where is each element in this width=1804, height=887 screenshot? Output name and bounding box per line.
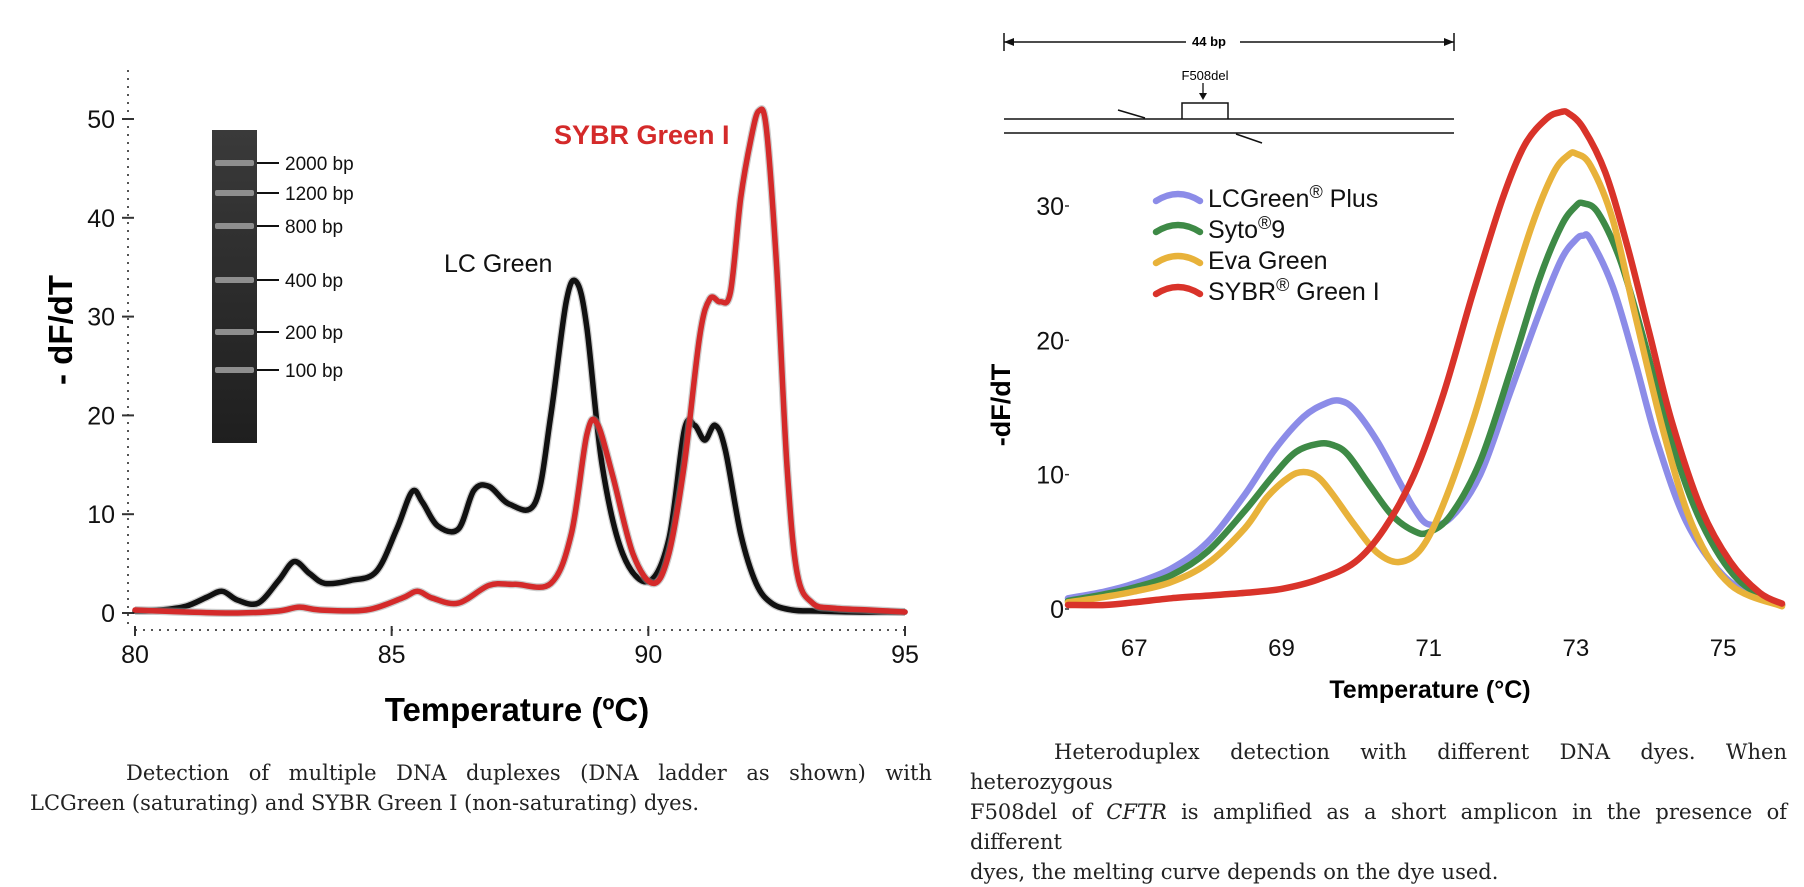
gel-band-label: 400 bp — [285, 271, 343, 292]
annotation-sybr-green: SYBR Green I — [554, 120, 730, 150]
right-y-axis-label: -dF/dT — [986, 363, 1016, 446]
right-y-tick-label: 30 — [1036, 193, 1064, 221]
left-y-tick-label: 0 — [101, 600, 115, 628]
mutation-label: F508del — [1182, 68, 1229, 83]
primer-reverse — [1235, 133, 1263, 144]
left-y-tick-label: 30 — [87, 304, 115, 332]
right-ticks: 67 69 71 73 75 0 10 20 30 — [1036, 193, 1736, 662]
right-caption-text-1: Heteroduplex detection with different DN… — [970, 740, 1787, 794]
left-axes — [127, 70, 905, 631]
gel-band — [215, 367, 254, 373]
series-sybr-green-line — [1064, 108, 1786, 609]
figure-canvas: 80 85 90 95 0 10 20 30 40 50 2000 bp 1200 bp 800 bp… — [42, 33, 1786, 728]
arrow-left-head — [1004, 38, 1014, 46]
left-x-tick-label: 95 — [891, 641, 919, 669]
gel-band-label: 800 bp — [285, 217, 343, 238]
left-x-tick-label: 90 — [634, 641, 662, 669]
left-y-tick-label: 40 — [87, 205, 115, 233]
left-figure-caption: Detection of multiple DNA duplexes (DNA … — [30, 758, 932, 818]
right-caption-gene-name: CFTR — [1106, 800, 1167, 824]
left-melting-curve-chart: 80 85 90 95 0 10 20 30 40 50 2000 bp 1200 bp 800 bp… — [42, 70, 919, 728]
gel-band — [215, 223, 254, 229]
right-y-tick-label: 20 — [1036, 327, 1064, 355]
gel-band — [215, 277, 254, 283]
right-x-tick-label: 69 — [1268, 635, 1295, 662]
legend-swatch — [1152, 283, 1204, 298]
arrow-right-head — [1444, 38, 1454, 46]
left-y-tick-label: 20 — [87, 402, 115, 430]
left-x-axis-label: Temperature (ºC) — [385, 691, 649, 728]
left-ticks: 80 85 90 95 0 10 20 30 40 50 — [87, 106, 919, 669]
series-lc-green-line — [132, 277, 908, 615]
deletion-bracket — [1181, 102, 1229, 119]
right-y-tick-label: 0 — [1050, 596, 1064, 624]
gel-band-label: 1200 bp — [285, 184, 354, 205]
legend-label: Eva Green — [1208, 247, 1328, 275]
left-x-tick-label: 85 — [378, 641, 406, 669]
left-series-group — [132, 105, 908, 618]
right-y-tick-label: 10 — [1036, 462, 1064, 490]
primer-forward — [1117, 109, 1146, 119]
right-series-group — [1064, 108, 1786, 610]
left-y-tick-label: 10 — [87, 501, 115, 529]
right-caption-line-1: Heteroduplex detection with different DN… — [970, 737, 1787, 797]
gel-band-labels: 2000 bp 1200 bp 800 bp 400 bp 200 bp 100 bp — [257, 154, 354, 382]
left-caption-line-1: Detection of multiple DNA duplexes (DNA … — [30, 758, 932, 788]
annotation-lc-green: LC Green — [444, 250, 552, 278]
gel-band-label: 2000 bp — [285, 154, 354, 175]
legend-swatch — [1152, 221, 1204, 236]
gel-band — [215, 160, 254, 166]
mutation-arrow-head — [1199, 93, 1207, 100]
series-eva-green-line — [1064, 149, 1786, 610]
legend-label: LCGreen® Plus — [1208, 182, 1378, 213]
gel-band — [215, 329, 254, 335]
right-caption-line-2: F508del of CFTR is amplified as a short … — [970, 797, 1787, 857]
right-caption-text-2a: F508del of — [970, 800, 1107, 824]
gel-band-label: 200 bp — [285, 323, 343, 344]
amplicon-diagram: 44 bp F508del — [1003, 33, 1455, 144]
left-caption-line-2: LCGreen (saturating) and SYBR Green I (n… — [30, 791, 700, 815]
right-x-tick-label: 67 — [1121, 635, 1148, 662]
gel-bands — [215, 160, 254, 373]
legend-swatch — [1152, 252, 1204, 267]
right-melting-curve-chart: 44 bp F508del 67 69 71 73 75 0 10 20 30 LCGreen®… — [986, 33, 1786, 704]
right-x-tick-label: 75 — [1710, 635, 1737, 662]
left-y-axis-label: - dF/dT — [42, 275, 79, 385]
left-caption-text-1: Detection of multiple DNA duplexes (DNA … — [126, 761, 932, 785]
series-sybr-green-line — [132, 106, 908, 616]
gel-ladder-inset: 2000 bp 1200 bp 800 bp 400 bp 200 bp 100 bp — [212, 130, 354, 443]
gel-image — [212, 130, 257, 443]
gel-band — [215, 190, 254, 196]
right-x-axis-label: Temperature (°C) — [1329, 676, 1530, 704]
legend-swatch — [1152, 190, 1204, 205]
amplicon-length-label: 44 bp — [1192, 34, 1226, 49]
right-x-tick-label: 71 — [1415, 635, 1442, 662]
right-figure-caption: Heteroduplex detection with different DN… — [970, 737, 1787, 887]
gel-band-label: 100 bp — [285, 361, 343, 382]
legend-label: Syto®9 — [1208, 213, 1285, 244]
right-caption-line-3: dyes, the melting curve depends on the d… — [970, 860, 1499, 884]
legend-label: SYBR® Green I — [1208, 275, 1380, 306]
left-x-tick-label: 80 — [121, 641, 149, 669]
left-y-tick-label: 50 — [87, 106, 115, 134]
right-x-tick-label: 73 — [1563, 635, 1590, 662]
